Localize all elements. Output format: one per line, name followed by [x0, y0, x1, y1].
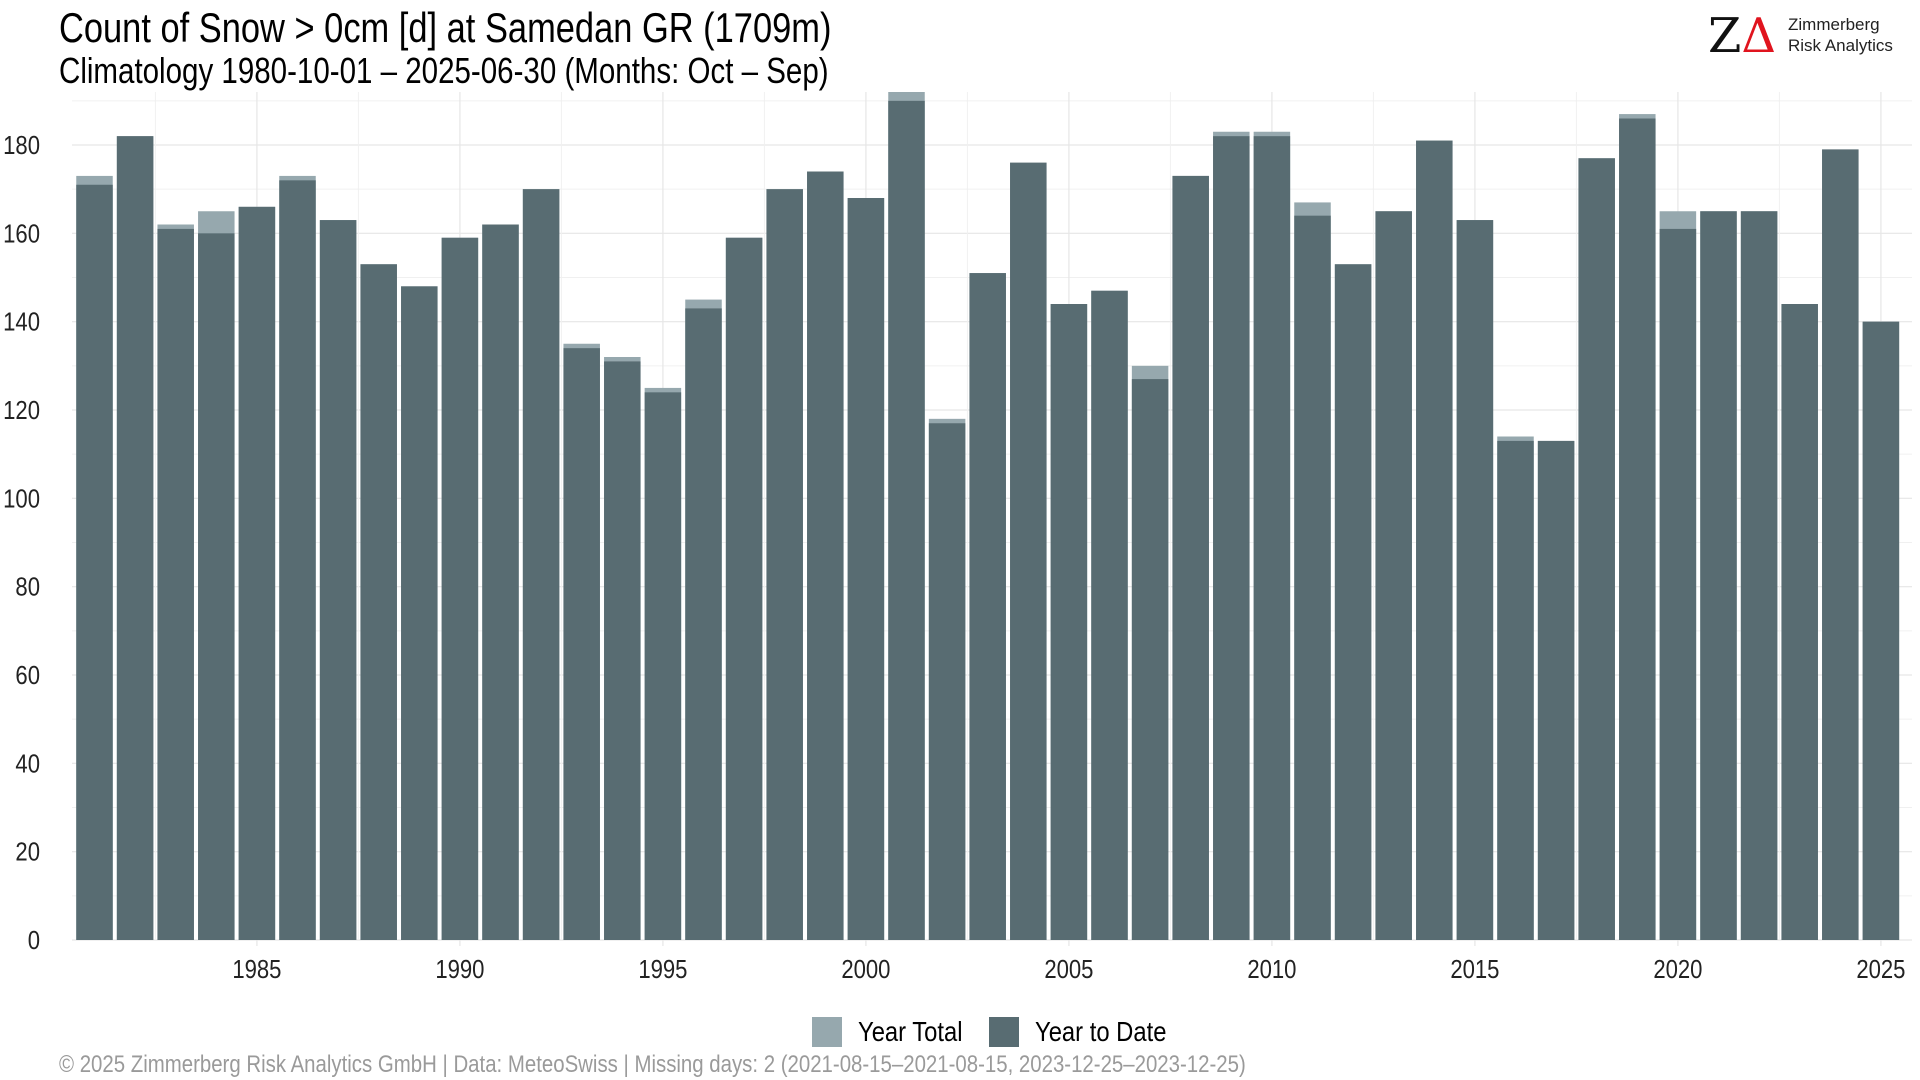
bar-year-to-date-1985: [238, 206, 276, 941]
bar-chart: 0 20 40 60 80 100 120 140 160 180 1985 1990 1995 2000…: [3, 92, 1912, 984]
bar-year-to-date-2010: [1253, 136, 1291, 940]
x-tick-label: 2005: [1044, 955, 1093, 984]
bar-year-to-date-1995: [644, 392, 682, 940]
bar-year-to-date-2022: [1740, 211, 1778, 940]
bar-year-to-date-1988: [360, 264, 397, 940]
y-tick-label: 20: [15, 838, 40, 867]
bar-year-to-date-1994: [604, 361, 641, 941]
logo-line-1: Zimmerberg: [1788, 15, 1880, 34]
x-tick-label: 2010: [1247, 955, 1296, 984]
legend-item-year-to-date: Year to Date: [989, 1016, 1198, 1048]
y-tick-label: 180: [3, 131, 40, 160]
chart-subtitle: Climatology 1980-10-01 – 2025-06-30 (Mon…: [59, 50, 829, 91]
x-tick-label: 2025: [1856, 955, 1905, 984]
bar-year-to-date-1999: [807, 171, 844, 940]
footer-credits: © 2025 Zimmerberg Risk Analytics GmbH | …: [59, 1051, 1246, 1078]
bar-year-to-date-2001: [888, 100, 925, 941]
legend-label-year-to-date: Year to Date: [1035, 1016, 1167, 1047]
bar-year-to-date-2019: [1619, 118, 1656, 940]
chart-title: Count of Snow > 0cm [d] at Samedan GR (1…: [59, 4, 832, 51]
bar-year-to-date-2021: [1700, 211, 1737, 940]
legend-swatch-year-total: [812, 1017, 842, 1047]
bar-year-to-date-1989: [401, 286, 438, 940]
bar-year-to-date-2009: [1213, 136, 1250, 940]
logo-delta-icon: Δ: [1741, 8, 1777, 64]
bar-year-to-date-1983: [157, 228, 194, 940]
bar-year-to-date-1997: [725, 237, 763, 940]
chart-legend: Year Total Year to Date: [812, 1012, 1198, 1052]
y-tick-label: 100: [3, 485, 40, 514]
y-tick-label: 40: [15, 750, 40, 779]
y-tick-label: 160: [3, 220, 40, 249]
bar-year-to-date-2000: [847, 198, 885, 940]
bar-year-to-date-2011: [1294, 215, 1331, 940]
bar-year-to-date-1984: [198, 233, 235, 941]
bar-year-to-date-2012: [1334, 264, 1372, 940]
bar-year-to-date-1990: [441, 237, 479, 940]
bar-year-to-date-2020: [1659, 228, 1697, 940]
bar-year-to-date-2008: [1172, 175, 1209, 940]
y-tick-label: 0: [28, 926, 40, 955]
logo-line-2: Risk Analytics: [1788, 36, 1893, 55]
x-tick-label: 2020: [1653, 955, 1702, 984]
legend-item-year-total: Year Total: [812, 1016, 989, 1048]
legend-label-year-total: Year Total: [858, 1016, 963, 1047]
logo-mark: ZΔ: [1708, 8, 1776, 64]
logo-text: Zimmerberg Risk Analytics: [1788, 14, 1893, 56]
bar-year-to-date-2023: [1781, 304, 1818, 940]
x-tick-label: 2015: [1450, 955, 1499, 984]
x-tick-label: 1985: [232, 955, 281, 984]
bar-year-to-date-1991: [482, 224, 519, 940]
y-tick-label: 60: [15, 661, 40, 690]
bar-year-to-date-1996: [685, 308, 722, 941]
y-tick-label: 120: [3, 396, 40, 425]
bar-year-to-date-1992: [522, 189, 560, 940]
bar-year-to-date-2013: [1375, 211, 1412, 940]
bar-year-to-date-2005: [1050, 304, 1088, 940]
bar-year-to-date-2002: [928, 423, 966, 940]
bar-year-to-date-1993: [563, 348, 600, 941]
bar-year-to-date-2007: [1131, 379, 1169, 940]
y-tick-label: 140: [3, 308, 40, 337]
bar-year-to-date-2025: [1862, 321, 1900, 941]
x-tick-label: 1990: [435, 955, 484, 984]
bar-year-to-date-1986: [279, 180, 316, 941]
bar-year-to-date-2024: [1822, 149, 1859, 940]
legend-swatch-year-to-date: [989, 1017, 1019, 1047]
company-logo: ZΔ Zimmerberg Risk Analytics: [1708, 8, 1908, 64]
x-tick-label: 2000: [841, 955, 890, 984]
bar-year-to-date-2006: [1091, 290, 1128, 940]
bar-year-to-date-1982: [116, 136, 154, 940]
y-tick-label: 80: [15, 573, 40, 602]
x-tick-label: 1995: [638, 955, 687, 984]
bar-year-to-date-1981: [76, 184, 113, 940]
bar-year-to-date-2014: [1416, 140, 1453, 941]
bar-year-to-date-1998: [766, 189, 803, 940]
bar-year-to-date-2003: [969, 273, 1006, 940]
logo-z: Z: [1708, 8, 1742, 64]
bar-year-to-date-2016: [1497, 440, 1534, 940]
bar-year-to-date-2004: [1010, 162, 1047, 940]
bar-year-to-date-2015: [1456, 220, 1494, 941]
bar-year-to-date-2017: [1537, 440, 1575, 940]
bar-year-to-date-2018: [1578, 158, 1615, 940]
bar-year-to-date-1987: [319, 220, 357, 941]
